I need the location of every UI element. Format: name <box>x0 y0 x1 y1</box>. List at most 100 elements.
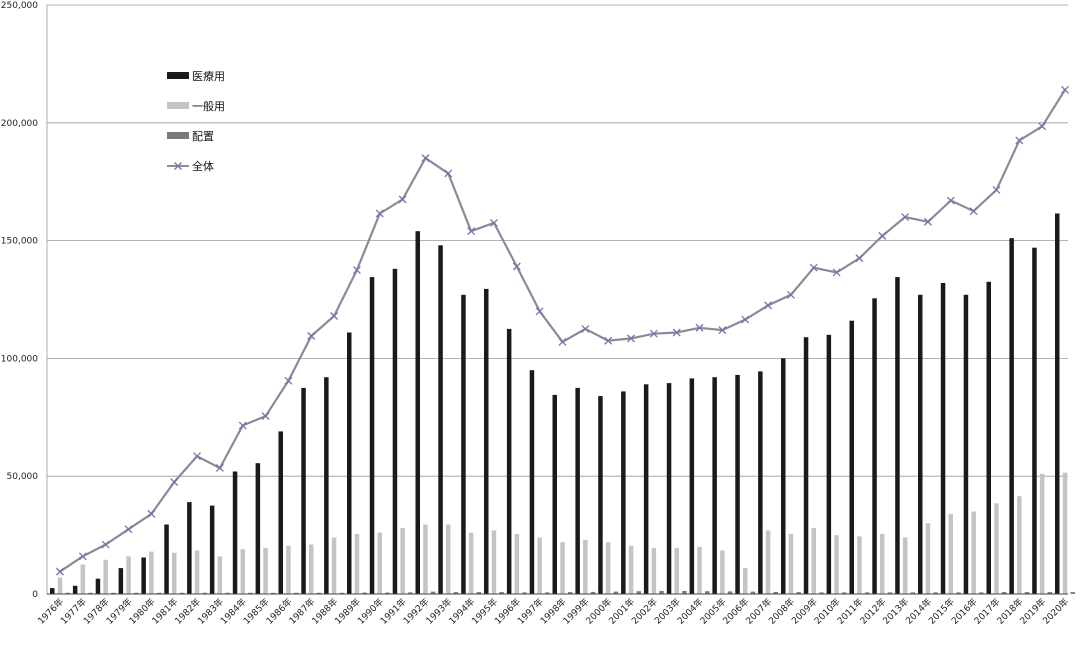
bar-0-1998年 <box>552 394 557 594</box>
bar-1-2017年 <box>994 503 999 594</box>
total-point-2003年 <box>672 328 681 337</box>
total-line-series <box>56 85 1069 576</box>
bar-1-2016年 <box>971 511 976 594</box>
bar-2-1999年 <box>590 591 596 594</box>
bar-1-1997年 <box>537 537 542 594</box>
y-axis: 0 50,000 100,000 150,000 200,000 250,000 <box>1 1 48 600</box>
total-point-2006年 <box>741 315 750 324</box>
bar-2-1976年 <box>65 592 70 594</box>
total-point-2018年 <box>1015 136 1024 145</box>
bar-0-2020年 <box>1055 213 1060 594</box>
y-tick-label: 250,000 <box>1 1 38 11</box>
bar-2-2016年 <box>979 592 984 594</box>
bar-1-1993年 <box>446 524 451 594</box>
bar-0-2010年 <box>826 334 832 594</box>
bar-0-1989年 <box>347 332 352 594</box>
bar-2-2013年 <box>910 592 916 594</box>
bar-0-1981年 <box>164 524 169 594</box>
total-point-1986年 <box>284 376 293 385</box>
bar-0-1997年 <box>529 370 535 594</box>
bar-2-1987年 <box>316 592 322 594</box>
bar-0-2014年 <box>918 294 923 594</box>
total-point-2019年 <box>1038 122 1047 131</box>
total-point-1980年 <box>147 509 156 518</box>
total-point-2008年 <box>786 290 795 299</box>
bar-2-1988年 <box>339 592 344 594</box>
bar-2-2000年 <box>613 591 619 594</box>
bar-1-1976年 <box>57 577 63 594</box>
bar-0-1988年 <box>324 377 329 594</box>
bar-0-1990年 <box>369 277 375 594</box>
bar-series <box>50 213 1075 595</box>
bar-1-1977年 <box>80 564 86 594</box>
bar-0-1985年 <box>255 463 261 594</box>
total-point-1995年 <box>490 218 498 227</box>
total-point-1977年 <box>78 552 87 561</box>
bar-1-1985年 <box>263 548 268 594</box>
y-tick-label: 150,000 <box>1 237 38 247</box>
total-point-1976年 <box>56 567 64 576</box>
bar-2-2019年 <box>1047 592 1053 594</box>
gridlines <box>47 4 1068 595</box>
bar-1-2001年 <box>628 545 634 594</box>
bar-2-1994年 <box>476 592 482 594</box>
total-point-2001年 <box>627 334 635 343</box>
bar-1-2000年 <box>605 542 611 594</box>
bar-1-1989年 <box>354 533 360 594</box>
bar-0-2019年 <box>1032 247 1037 594</box>
total-point-2015年 <box>946 196 955 205</box>
bar-1-1988年 <box>331 537 337 594</box>
y-tick-label: 200,000 <box>1 119 38 129</box>
bar-1-1995年 <box>491 530 497 594</box>
bar-0-1991年 <box>392 268 398 594</box>
bar-2-1985年 <box>271 592 276 594</box>
bar-1-2019年 <box>1039 473 1045 594</box>
total-point-2002年 <box>649 329 658 338</box>
bar-2-1991年 <box>408 592 413 594</box>
bar-2-2008年 <box>796 592 801 594</box>
bar-1-2010年 <box>834 535 839 594</box>
bar-2-2002年 <box>659 590 664 594</box>
bar-1-1982年 <box>194 550 200 594</box>
legend-label-placement: 配置 <box>192 130 214 143</box>
bar-2-1983年 <box>225 592 230 594</box>
bar-0-1987年 <box>301 387 306 594</box>
legend-marker-total <box>174 162 182 170</box>
bar-0-2003年 <box>666 383 672 594</box>
bar-2-1980年 <box>156 592 162 594</box>
bar-1-2003年 <box>674 548 679 594</box>
total-point-1998年 <box>558 337 567 346</box>
bar-0-1994年 <box>461 294 466 594</box>
bar-2-1996年 <box>522 592 527 594</box>
bar-2-1979年 <box>134 592 139 594</box>
total-point-1987年 <box>307 332 316 340</box>
bar-2-1989年 <box>362 592 367 594</box>
legend-swatch-medical <box>167 72 189 79</box>
legend-swatch-general <box>167 102 189 109</box>
total-point-2014年 <box>923 217 932 226</box>
bar-0-1986年 <box>278 431 283 594</box>
bar-2-1998年 <box>568 592 573 594</box>
total-point-2020年 <box>1061 85 1069 94</box>
bar-1-2008年 <box>788 533 794 594</box>
bar-1-2013年 <box>902 537 908 594</box>
total-point-2012年 <box>878 231 887 240</box>
bar-0-2012年 <box>872 298 877 594</box>
bar-1-2014年 <box>925 523 931 594</box>
bar-1-1983年 <box>217 556 223 594</box>
bar-1-1998年 <box>560 542 565 594</box>
total-point-2005年 <box>718 326 727 335</box>
total-point-1992年 <box>421 154 430 163</box>
total-point-1999年 <box>581 324 590 333</box>
total-point-2013年 <box>901 213 910 221</box>
y-tick-label: 0 <box>32 590 38 600</box>
bar-0-2007年 <box>758 371 763 594</box>
bar-1-2020年 <box>1062 472 1068 594</box>
total-point-1989年 <box>352 266 361 275</box>
bar-2-1990年 <box>385 592 390 594</box>
bar-2-1984年 <box>248 592 253 594</box>
bar-1-1999年 <box>583 539 588 594</box>
total-point-2004年 <box>695 323 704 332</box>
bar-2-2003年 <box>682 590 687 594</box>
